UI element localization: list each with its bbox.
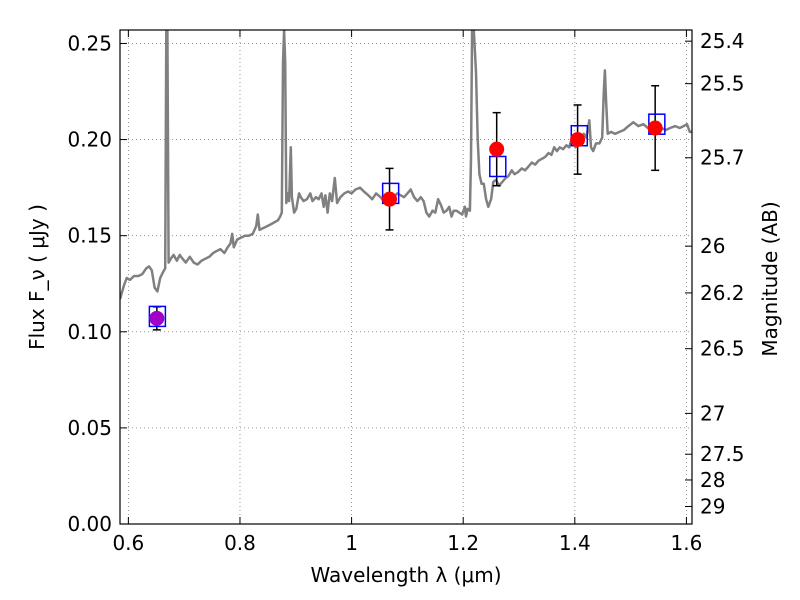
mag-tick-label: 27.5 (700, 442, 745, 466)
observed-photometry-point (149, 310, 165, 326)
mag-tick-label: 27 (700, 401, 725, 425)
mag-tick-label: 28 (700, 468, 725, 492)
x-tick-label: 1.6 (671, 531, 703, 555)
plot-frame (119, 29, 693, 525)
y-axis-label-right: Magnitude (AB) (758, 201, 782, 356)
mag-tick-label: 29 (700, 494, 725, 518)
mag-tick-label: 26.2 (700, 281, 745, 305)
mag-tick-label: 25.5 (700, 72, 745, 96)
observed-photometry-point (489, 141, 505, 157)
y-tick-label: 0.20 (67, 128, 112, 152)
x-tick-label: 0.6 (112, 531, 144, 555)
x-tick-label: 0.8 (224, 531, 256, 555)
x-tick-label: 1 (345, 531, 358, 555)
y-tick-label: 0.00 (67, 512, 112, 536)
model-photometry-box (148, 305, 167, 328)
axis-ticks: 0.6 0.8 1 1.2 1.4 1.6 0.00 0.05 0.10 0.15 0.20 0.25… (67, 29, 744, 555)
y-axis-label-left: Flux F_ν ( μJy ) (25, 204, 49, 350)
observed-photometry-points (149, 120, 663, 326)
x-axis-label: Wavelength λ (μm) (310, 563, 501, 587)
x-tick-label: 1.4 (559, 531, 591, 555)
mag-tick-label: 25.4 (700, 29, 745, 53)
mag-tick-label: 26.5 (700, 337, 745, 361)
x-tick-label: 1.2 (447, 531, 479, 555)
y-tick-label: 0.10 (67, 320, 112, 344)
grid (120, 30, 692, 524)
observed-photometry-point (647, 120, 663, 136)
y-tick-label: 0.05 (67, 416, 112, 440)
observed-photometry-point (382, 191, 398, 207)
y-tick-label: 0.25 (67, 31, 112, 55)
observed-photometry-point (570, 132, 586, 148)
y-tick-label: 0.15 (67, 224, 112, 248)
mag-tick-label: 26 (700, 234, 725, 258)
mag-tick-label: 25.7 (700, 146, 745, 170)
